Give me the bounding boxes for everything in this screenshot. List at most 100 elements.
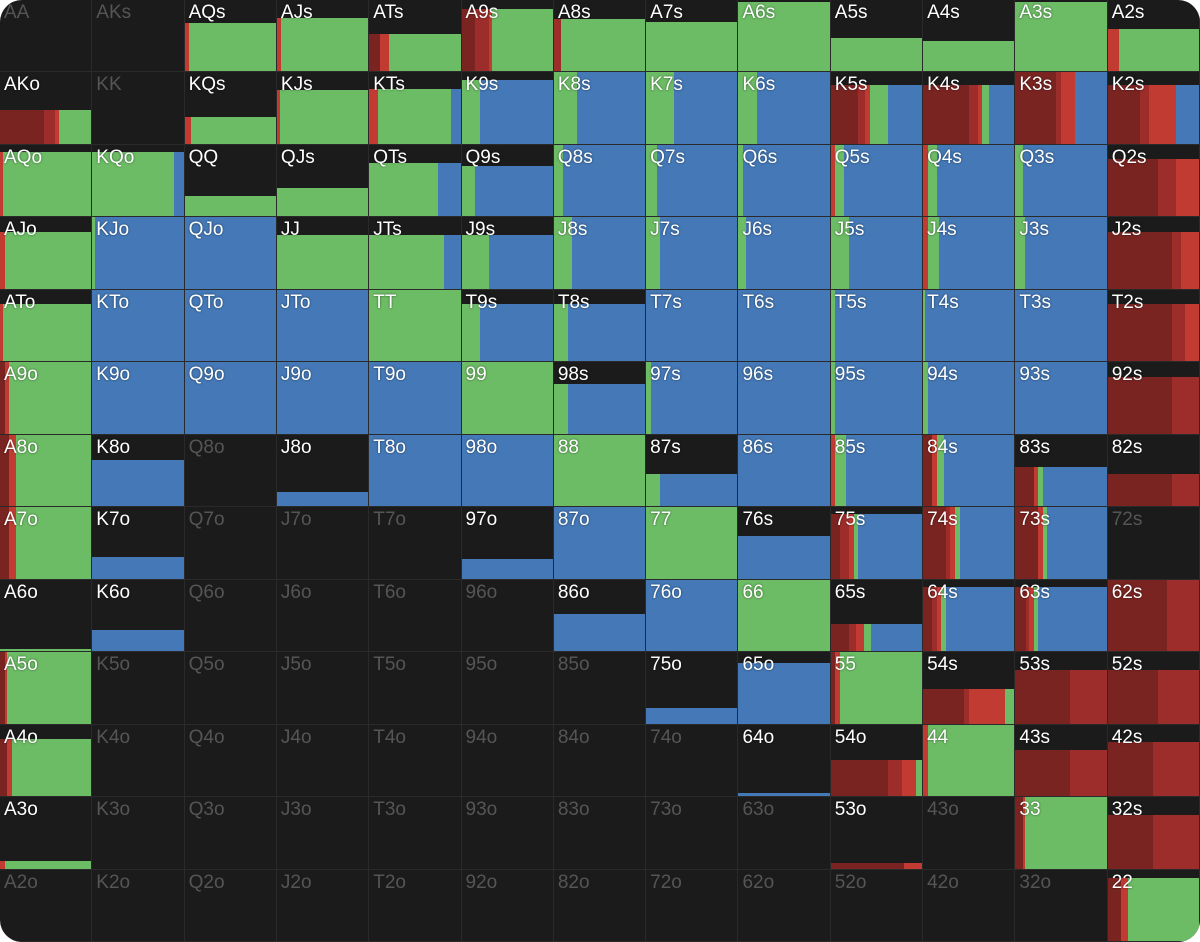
hand-cell-84s[interactable]: 84s bbox=[923, 434, 1016, 508]
hand-cell-t2o[interactable]: T2o bbox=[369, 869, 462, 942]
hand-cell-k5o[interactable]: K5o bbox=[92, 652, 185, 725]
hand-cell-63o[interactable]: 63o bbox=[738, 797, 831, 870]
hand-cell-95s[interactable]: 95s bbox=[830, 362, 924, 435]
hand-cell-a8s[interactable]: A8s bbox=[553, 0, 647, 73]
hand-cell-55[interactable]: 55 bbox=[830, 652, 924, 725]
hand-cell-62s[interactable]: 62s bbox=[1107, 579, 1200, 653]
hand-cell-32s[interactable]: 32s bbox=[1107, 797, 1200, 870]
hand-cell-65s[interactable]: 65s bbox=[830, 579, 924, 653]
hand-cell-j4s[interactable]: J4s bbox=[923, 217, 1016, 290]
hand-cell-q9o[interactable]: Q9o bbox=[184, 362, 277, 435]
hand-cell-aqs[interactable]: AQs bbox=[184, 0, 277, 73]
hand-cell-73s[interactable]: 73s bbox=[1015, 507, 1108, 580]
hand-cell-kjo[interactable]: KJo bbox=[92, 217, 185, 290]
hand-cell-a7s[interactable]: A7s bbox=[646, 0, 739, 73]
hand-cell-j3o[interactable]: J3o bbox=[276, 797, 370, 870]
hand-cell-t3s[interactable]: T3s bbox=[1015, 289, 1108, 363]
hand-cell-a5s[interactable]: A5s bbox=[830, 0, 924, 73]
hand-cell-q4o[interactable]: Q4o bbox=[184, 724, 277, 798]
hand-cell-k3s[interactable]: K3s bbox=[1015, 72, 1108, 145]
hand-cell-97o[interactable]: 97o bbox=[461, 507, 554, 580]
hand-cell-t7s[interactable]: T7s bbox=[646, 289, 739, 363]
hand-cell-a2o[interactable]: A2o bbox=[0, 869, 93, 942]
hand-cell-92s[interactable]: 92s bbox=[1107, 362, 1200, 435]
hand-cell-a4s[interactable]: A4s bbox=[923, 0, 1016, 73]
hand-cell-k7s[interactable]: K7s bbox=[646, 72, 739, 145]
hand-cell-75o[interactable]: 75o bbox=[646, 652, 739, 725]
hand-cell-t8o[interactable]: T8o bbox=[369, 434, 462, 508]
hand-cell-j9s[interactable]: J9s bbox=[461, 217, 554, 290]
hand-cell-64s[interactable]: 64s bbox=[923, 579, 1016, 653]
hand-cell-t8s[interactable]: T8s bbox=[553, 289, 647, 363]
hand-cell-72s[interactable]: 72s bbox=[1107, 507, 1200, 580]
hand-cell-t6o[interactable]: T6o bbox=[369, 579, 462, 653]
hand-cell-a3s[interactable]: A3s bbox=[1015, 0, 1108, 73]
hand-cell-88[interactable]: 88 bbox=[553, 434, 647, 508]
hand-cell-k7o[interactable]: K7o bbox=[92, 507, 185, 580]
hand-cell-qts[interactable]: QTs bbox=[369, 144, 462, 218]
hand-cell-kk[interactable]: KK bbox=[92, 72, 185, 145]
hand-cell-93s[interactable]: 93s bbox=[1015, 362, 1108, 435]
hand-cell-82o[interactable]: 82o bbox=[553, 869, 647, 942]
hand-cell-q5s[interactable]: Q5s bbox=[830, 144, 924, 218]
hand-cell-k5s[interactable]: K5s bbox=[830, 72, 924, 145]
hand-cell-j7s[interactable]: J7s bbox=[646, 217, 739, 290]
hand-cell-kts[interactable]: KTs bbox=[369, 72, 462, 145]
hand-cell-q6o[interactable]: Q6o bbox=[184, 579, 277, 653]
hand-cell-65o[interactable]: 65o bbox=[738, 652, 831, 725]
hand-cell-53o[interactable]: 53o bbox=[830, 797, 924, 870]
hand-cell-aqo[interactable]: AQo bbox=[0, 144, 93, 218]
hand-cell-t9s[interactable]: T9s bbox=[461, 289, 554, 363]
hand-cell-43o[interactable]: 43o bbox=[923, 797, 1016, 870]
hand-cell-84o[interactable]: 84o bbox=[553, 724, 647, 798]
hand-cell-k9s[interactable]: K9s bbox=[461, 72, 554, 145]
hand-cell-44[interactable]: 44 bbox=[923, 724, 1016, 798]
hand-cell-j7o[interactable]: J7o bbox=[276, 507, 370, 580]
hand-cell-k4s[interactable]: K4s bbox=[923, 72, 1016, 145]
hand-cell-ato[interactable]: ATo bbox=[0, 289, 93, 363]
hand-cell-jts[interactable]: JTs bbox=[369, 217, 462, 290]
hand-cell-kqo[interactable]: KQo bbox=[92, 144, 185, 218]
hand-cell-j4o[interactable]: J4o bbox=[276, 724, 370, 798]
hand-cell-t3o[interactable]: T3o bbox=[369, 797, 462, 870]
hand-cell-q7s[interactable]: Q7s bbox=[646, 144, 739, 218]
hand-cell-52s[interactable]: 52s bbox=[1107, 652, 1200, 725]
hand-cell-42s[interactable]: 42s bbox=[1107, 724, 1200, 798]
hand-cell-q5o[interactable]: Q5o bbox=[184, 652, 277, 725]
hand-cell-j5o[interactable]: J5o bbox=[276, 652, 370, 725]
hand-cell-74o[interactable]: 74o bbox=[646, 724, 739, 798]
hand-cell-q2s[interactable]: Q2s bbox=[1107, 144, 1200, 218]
hand-cell-ajo[interactable]: AJo bbox=[0, 217, 93, 290]
hand-cell-63s[interactable]: 63s bbox=[1015, 579, 1108, 653]
hand-cell-82s[interactable]: 82s bbox=[1107, 434, 1200, 508]
hand-cell-a8o[interactable]: A8o bbox=[0, 434, 93, 508]
hand-cell-qq[interactable]: QQ bbox=[184, 144, 277, 218]
hand-cell-64o[interactable]: 64o bbox=[738, 724, 831, 798]
hand-cell-k9o[interactable]: K9o bbox=[92, 362, 185, 435]
hand-cell-qjs[interactable]: QJs bbox=[276, 144, 370, 218]
hand-cell-87s[interactable]: 87s bbox=[646, 434, 739, 508]
hand-cell-jj[interactable]: JJ bbox=[276, 217, 370, 290]
hand-cell-92o[interactable]: 92o bbox=[461, 869, 554, 942]
hand-cell-q3o[interactable]: Q3o bbox=[184, 797, 277, 870]
hand-cell-33[interactable]: 33 bbox=[1015, 797, 1108, 870]
hand-cell-83s[interactable]: 83s bbox=[1015, 434, 1108, 508]
hand-cell-k8o[interactable]: K8o bbox=[92, 434, 185, 508]
hand-cell-k8s[interactable]: K8s bbox=[553, 72, 647, 145]
hand-cell-t9o[interactable]: T9o bbox=[369, 362, 462, 435]
hand-cell-j8o[interactable]: J8o bbox=[276, 434, 370, 508]
hand-cell-62o[interactable]: 62o bbox=[738, 869, 831, 942]
hand-cell-77[interactable]: 77 bbox=[646, 507, 739, 580]
hand-cell-72o[interactable]: 72o bbox=[646, 869, 739, 942]
hand-cell-95o[interactable]: 95o bbox=[461, 652, 554, 725]
hand-cell-t5s[interactable]: T5s bbox=[830, 289, 924, 363]
hand-cell-q3s[interactable]: Q3s bbox=[1015, 144, 1108, 218]
hand-cell-93o[interactable]: 93o bbox=[461, 797, 554, 870]
hand-cell-k6s[interactable]: K6s bbox=[738, 72, 831, 145]
hand-cell-a9s[interactable]: A9s bbox=[461, 0, 554, 73]
hand-cell-q8o[interactable]: Q8o bbox=[184, 434, 277, 508]
hand-cell-q2o[interactable]: Q2o bbox=[184, 869, 277, 942]
hand-cell-ats[interactable]: ATs bbox=[369, 0, 462, 73]
hand-cell-k2s[interactable]: K2s bbox=[1107, 72, 1200, 145]
hand-cell-j2s[interactable]: J2s bbox=[1107, 217, 1200, 290]
